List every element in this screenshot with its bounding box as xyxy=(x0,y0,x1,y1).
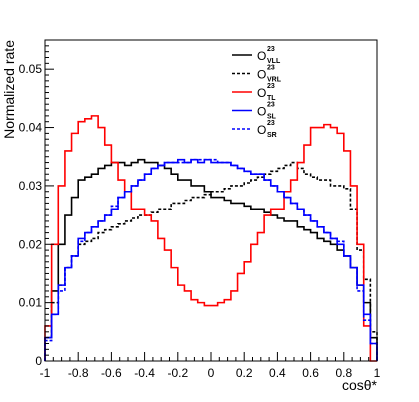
legend-label-main: O xyxy=(257,49,266,63)
legend-entry: O 23 TL xyxy=(257,83,276,102)
legend-label-sub: VRL xyxy=(267,77,282,84)
y-tick-label: 0 xyxy=(35,354,42,368)
x-tick-label: 1 xyxy=(374,366,381,380)
legend-label-sup: 23 xyxy=(267,83,275,90)
x-tick-label: 0.4 xyxy=(269,366,286,380)
legend-label-main: O xyxy=(257,86,266,100)
legend-label-sub: VLL xyxy=(267,58,281,65)
legend-label-sub: TL xyxy=(267,95,276,102)
axis-ticks: -1 -0.8 -0.6 -0.4 -0.2 0 0.2 0.4 0.6 0.8 1 0 0.01 0.0… xyxy=(19,39,381,380)
series-line-tl xyxy=(44,115,377,362)
y-tick-label: 0.04 xyxy=(19,121,43,135)
legend-entry: O 23 VRL xyxy=(257,65,282,84)
legend-label-main: O xyxy=(257,68,266,82)
legend-entry: O 23 SL xyxy=(257,102,277,121)
legend-label-sup: 23 xyxy=(267,46,275,53)
series-line-sr xyxy=(44,158,378,361)
y-tick-label: 0.03 xyxy=(19,179,43,193)
legend-label-sub: SR xyxy=(267,132,277,139)
y-axis-label: Normalized rate xyxy=(1,40,17,139)
x-tick-label: 0.6 xyxy=(302,366,319,380)
series-layer xyxy=(44,115,378,362)
legend-label-main: O xyxy=(257,105,266,119)
x-tick-label: -0.4 xyxy=(134,366,155,380)
legend-label-main: O xyxy=(257,123,266,137)
x-tick-label: 0.8 xyxy=(335,366,352,380)
x-tick-label: -0.8 xyxy=(68,366,89,380)
legend-entry: O 23 VLL xyxy=(257,46,281,65)
x-tick-label: -0.6 xyxy=(101,366,122,380)
legend-label-sup: 23 xyxy=(267,102,275,109)
x-axis-label: cosθ* xyxy=(342,377,378,393)
legend-label-sup: 23 xyxy=(267,65,275,72)
y-tick-label: 0.01 xyxy=(19,296,43,310)
legend-entry: O 23 SR xyxy=(257,120,277,139)
y-tick-label: 0.05 xyxy=(19,62,43,76)
y-tick-label: 0.02 xyxy=(19,237,43,251)
series-line-vrl xyxy=(44,161,378,361)
x-tick-label: -1 xyxy=(40,366,51,380)
legend-label-sup: 23 xyxy=(267,120,275,127)
x-tick-label: 0 xyxy=(208,366,215,380)
x-tick-label: -0.2 xyxy=(167,366,188,380)
series-line-vll xyxy=(44,158,378,361)
x-tick-label: 0.2 xyxy=(236,366,253,380)
legend-label-sub: SL xyxy=(267,114,277,121)
plot-frame xyxy=(44,39,378,362)
series-line-sl xyxy=(44,158,378,361)
